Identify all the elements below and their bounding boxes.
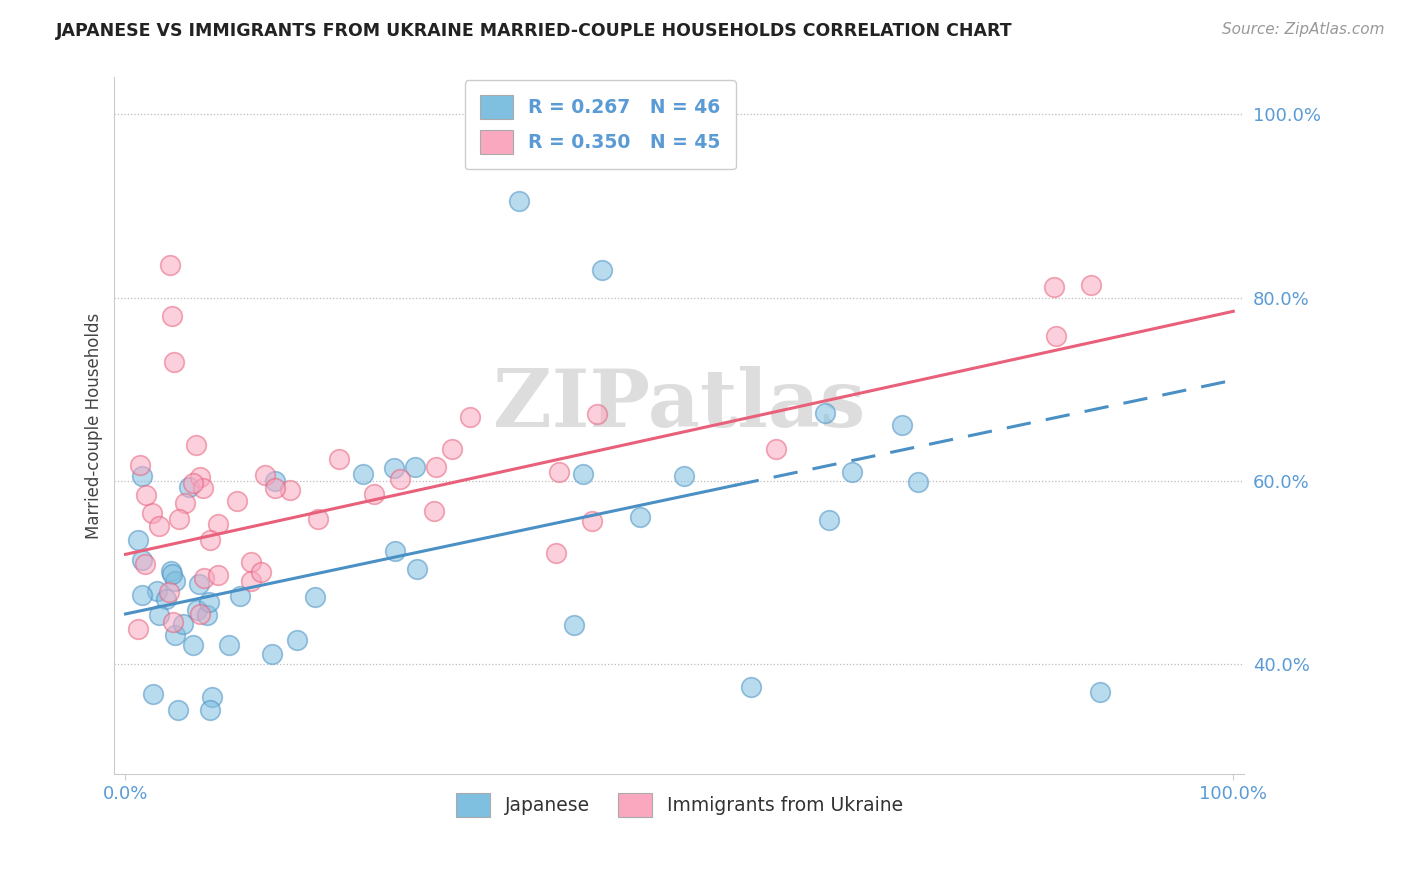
- Immigrants from Ukraine: [581, 514, 603, 528]
- Japanese: [160, 567, 183, 582]
- Immigrants from Ukraine: [191, 481, 214, 495]
- Japanese: [264, 474, 287, 488]
- Japanese: [672, 469, 695, 483]
- Text: JAPANESE VS IMMIGRANTS FROM UKRAINE MARRIED-COUPLE HOUSEHOLDS CORRELATION CHART: JAPANESE VS IMMIGRANTS FROM UKRAINE MARR…: [56, 22, 1012, 40]
- Japanese: [572, 467, 595, 481]
- Japanese: [740, 681, 762, 695]
- Japanese: [186, 602, 208, 616]
- Immigrants from Ukraine: [128, 458, 150, 472]
- Japanese: [814, 406, 837, 420]
- Japanese: [353, 467, 375, 482]
- Immigrants from Ukraine: [328, 452, 350, 467]
- Japanese: [201, 690, 224, 705]
- Japanese: [907, 475, 929, 489]
- Japanese: [628, 509, 651, 524]
- Japanese: [304, 590, 326, 604]
- Japanese: [262, 647, 284, 661]
- Japanese: [128, 533, 150, 547]
- Immigrants from Ukraine: [159, 584, 181, 599]
- Immigrants from Ukraine: [163, 355, 186, 369]
- Japanese: [165, 574, 187, 588]
- Immigrants from Ukraine: [184, 438, 207, 452]
- Japanese: [131, 469, 153, 483]
- Japanese: [131, 553, 153, 567]
- Legend: Japanese, Immigrants from Ukraine: Japanese, Immigrants from Ukraine: [449, 785, 910, 824]
- Immigrants from Ukraine: [181, 476, 204, 491]
- Immigrants from Ukraine: [160, 309, 183, 323]
- Japanese: [179, 479, 201, 493]
- Immigrants from Ukraine: [544, 546, 567, 560]
- Japanese: [218, 638, 240, 652]
- Japanese: [382, 460, 405, 475]
- Japanese: [891, 418, 914, 433]
- Immigrants from Ukraine: [127, 622, 149, 636]
- Japanese: [818, 513, 841, 527]
- Japanese: [228, 589, 250, 603]
- Japanese: [165, 628, 187, 642]
- Y-axis label: Married-couple Households: Married-couple Households: [86, 313, 103, 539]
- Immigrants from Ukraine: [190, 470, 212, 484]
- Japanese: [591, 263, 613, 277]
- Immigrants from Ukraine: [198, 533, 221, 548]
- Japanese: [181, 638, 204, 652]
- Immigrants from Ukraine: [388, 472, 411, 486]
- Immigrants from Ukraine: [225, 493, 247, 508]
- Immigrants from Ukraine: [263, 481, 285, 495]
- Japanese: [155, 592, 177, 607]
- Immigrants from Ukraine: [134, 558, 156, 572]
- Japanese: [159, 564, 181, 578]
- Japanese: [131, 589, 153, 603]
- Immigrants from Ukraine: [1045, 329, 1067, 343]
- Immigrants from Ukraine: [458, 410, 481, 425]
- Immigrants from Ukraine: [173, 496, 195, 510]
- Japanese: [406, 562, 429, 576]
- Immigrants from Ukraine: [135, 488, 157, 502]
- Japanese: [148, 607, 170, 622]
- Immigrants from Ukraine: [422, 504, 444, 518]
- Immigrants from Ukraine: [207, 568, 229, 582]
- Immigrants from Ukraine: [159, 259, 181, 273]
- Immigrants from Ukraine: [586, 407, 609, 421]
- Japanese: [142, 687, 165, 701]
- Japanese: [384, 543, 406, 558]
- Immigrants from Ukraine: [141, 507, 163, 521]
- Immigrants from Ukraine: [1043, 279, 1066, 293]
- Immigrants from Ukraine: [167, 511, 190, 525]
- Immigrants from Ukraine: [280, 483, 302, 497]
- Immigrants from Ukraine: [148, 519, 170, 533]
- Immigrants from Ukraine: [162, 615, 184, 630]
- Immigrants from Ukraine: [253, 468, 276, 483]
- Immigrants from Ukraine: [307, 512, 329, 526]
- Japanese: [404, 460, 426, 475]
- Japanese: [187, 577, 209, 591]
- Japanese: [197, 595, 219, 609]
- Immigrants from Ukraine: [441, 442, 464, 456]
- Immigrants from Ukraine: [425, 459, 447, 474]
- Japanese: [285, 633, 308, 648]
- Japanese: [200, 703, 222, 717]
- Immigrants from Ukraine: [188, 607, 211, 621]
- Japanese: [172, 616, 194, 631]
- Immigrants from Ukraine: [193, 571, 215, 585]
- Text: Source: ZipAtlas.com: Source: ZipAtlas.com: [1222, 22, 1385, 37]
- Text: ZIPatlas: ZIPatlas: [494, 366, 866, 444]
- Japanese: [508, 194, 530, 209]
- Japanese: [195, 608, 218, 623]
- Immigrants from Ukraine: [363, 487, 385, 501]
- Immigrants from Ukraine: [207, 517, 229, 532]
- Immigrants from Ukraine: [250, 565, 273, 579]
- Immigrants from Ukraine: [765, 442, 787, 457]
- Japanese: [841, 466, 863, 480]
- Japanese: [1090, 685, 1112, 699]
- Immigrants from Ukraine: [1080, 278, 1102, 293]
- Japanese: [146, 584, 169, 599]
- Immigrants from Ukraine: [240, 574, 263, 588]
- Japanese: [564, 618, 586, 632]
- Immigrants from Ukraine: [548, 465, 571, 479]
- Immigrants from Ukraine: [240, 555, 263, 569]
- Japanese: [167, 703, 190, 717]
